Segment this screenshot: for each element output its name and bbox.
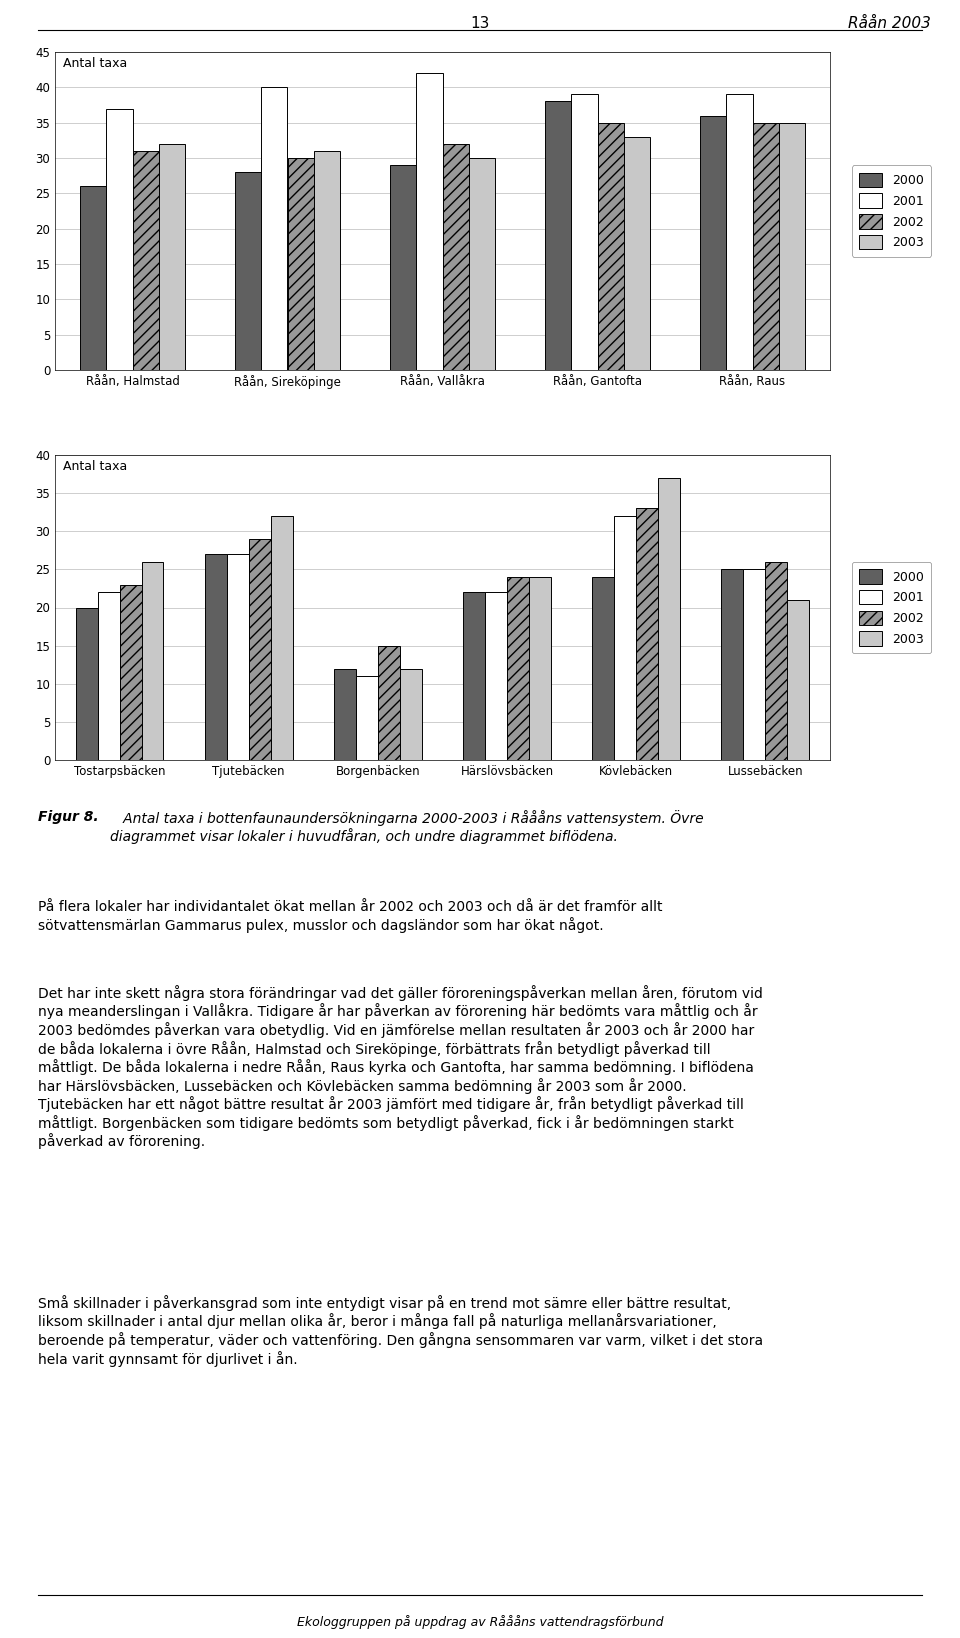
- Bar: [468, 157, 495, 370]
- Bar: [597, 123, 624, 370]
- Bar: [132, 151, 158, 370]
- Bar: [787, 600, 809, 760]
- Bar: [614, 516, 636, 760]
- Bar: [507, 577, 529, 760]
- Bar: [287, 157, 314, 370]
- Bar: [204, 554, 227, 760]
- Bar: [636, 508, 659, 760]
- Bar: [107, 108, 132, 370]
- Bar: [544, 102, 571, 370]
- Text: Det har inte skett några stora förändringar vad det gäller föroreningspåverkan m: Det har inte skett några stora förändrin…: [38, 984, 763, 1150]
- Text: Råån 2003: Råån 2003: [849, 16, 931, 31]
- Bar: [753, 123, 779, 370]
- Bar: [141, 562, 163, 760]
- Bar: [261, 87, 287, 370]
- Bar: [743, 570, 765, 760]
- Bar: [378, 645, 400, 760]
- Text: Antal taxa i bottenfaunaundersökningarna 2000-2003 i Råååns vattensystem. Övre
d: Antal taxa i bottenfaunaundersökningarna…: [110, 811, 704, 845]
- Bar: [227, 554, 249, 760]
- Bar: [158, 144, 185, 370]
- Text: 13: 13: [470, 16, 490, 31]
- Bar: [624, 138, 650, 370]
- Bar: [779, 123, 805, 370]
- Text: Antal taxa: Antal taxa: [62, 57, 127, 70]
- Text: Figur 8.: Figur 8.: [38, 811, 99, 824]
- Bar: [726, 95, 753, 370]
- Bar: [314, 151, 340, 370]
- Text: Antal taxa: Antal taxa: [62, 460, 127, 473]
- Bar: [416, 74, 443, 370]
- Bar: [76, 608, 98, 760]
- Bar: [592, 577, 614, 760]
- Legend: 2000, 2001, 2002, 2003: 2000, 2001, 2002, 2003: [852, 165, 931, 257]
- Bar: [400, 668, 421, 760]
- Bar: [120, 585, 141, 760]
- Bar: [356, 676, 378, 760]
- Bar: [485, 593, 507, 760]
- Text: Små skillnader i påverkansgrad som inte entydigt visar på en trend mot sämre ell: Små skillnader i påverkansgrad som inte …: [38, 1296, 763, 1366]
- Bar: [334, 668, 356, 760]
- Bar: [80, 187, 107, 370]
- Bar: [659, 478, 681, 760]
- Bar: [249, 539, 271, 760]
- Bar: [722, 570, 743, 760]
- Bar: [529, 577, 551, 760]
- Bar: [463, 593, 485, 760]
- Bar: [390, 165, 416, 370]
- Bar: [235, 172, 261, 370]
- Bar: [271, 516, 293, 760]
- Bar: [765, 562, 787, 760]
- Legend: 2000, 2001, 2002, 2003: 2000, 2001, 2002, 2003: [852, 562, 931, 654]
- Text: På flera lokaler har individantalet ökat mellan år 2002 och 2003 och då är det f: På flera lokaler har individantalet ökat…: [38, 899, 663, 932]
- Bar: [571, 95, 597, 370]
- Bar: [700, 116, 726, 370]
- Bar: [443, 144, 468, 370]
- Text: Ekologgruppen på uppdrag av Råååns vattendragsförbund: Ekologgruppen på uppdrag av Råååns vatte…: [297, 1615, 663, 1628]
- Bar: [98, 593, 120, 760]
